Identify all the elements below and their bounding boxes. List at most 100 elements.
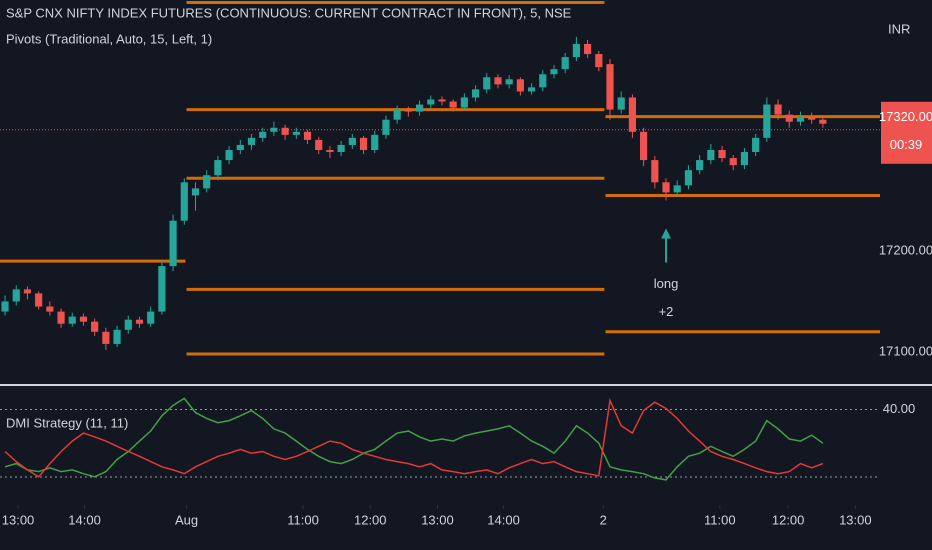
candle-body — [528, 87, 536, 92]
candle-body — [628, 97, 636, 132]
price-box — [881, 101, 932, 164]
signal-qty: +2 — [659, 304, 674, 319]
candle-body — [225, 149, 233, 161]
candle-body — [382, 119, 390, 135]
candle-body — [796, 117, 805, 122]
candle-body — [12, 289, 20, 302]
dmi-line — [4, 397, 824, 478]
candle-body — [124, 319, 132, 330]
x-tick-label: Aug — [175, 512, 198, 527]
candle-body — [763, 104, 771, 138]
candle-body — [46, 306, 54, 312]
x-tick-label: 11:00 — [704, 512, 736, 527]
candle-body — [91, 321, 99, 332]
chart-title: S&P CNX NIFTY INDEX FUTURES (CONTINUOUS:… — [6, 5, 572, 20]
candle-body — [214, 160, 222, 176]
candle-body — [561, 57, 569, 70]
candle-body — [494, 77, 502, 85]
candle-body — [505, 79, 513, 85]
candle-body — [147, 311, 155, 324]
candle-body — [57, 311, 65, 324]
indicator-label: Pivots (Traditional, Auto, 15, Left, 1) — [6, 31, 212, 46]
candle-body — [23, 289, 32, 294]
candle-body — [471, 89, 480, 98]
candle-body — [102, 331, 110, 344]
x-tick-label: 13:00 — [839, 512, 872, 527]
candle-body — [326, 149, 334, 153]
x-tick-label: 12:00 — [354, 512, 387, 527]
x-tick-label: 12:00 — [772, 512, 805, 527]
candle-body — [359, 137, 368, 150]
signal-label: long — [654, 276, 679, 291]
candle-body — [191, 188, 200, 196]
candle-body — [707, 149, 715, 161]
candle-body — [785, 114, 793, 122]
candle-body — [729, 158, 737, 166]
candle-body — [584, 43, 592, 55]
y-tick-label: 17100.00 — [879, 343, 932, 358]
candle-body — [718, 149, 726, 159]
candle-body — [135, 319, 144, 324]
candle-body — [662, 182, 670, 193]
candle-body — [35, 293, 43, 307]
candle-body — [203, 175, 211, 189]
dmi-tick-label: 40.00 — [883, 401, 916, 416]
dmi-title: DMI Strategy (11, 11) — [6, 415, 128, 430]
candle-body — [438, 99, 446, 102]
candle-body — [169, 220, 177, 267]
candle-body — [539, 74, 547, 88]
candle-body — [404, 109, 412, 112]
candle-body — [595, 54, 603, 68]
dmi-line — [4, 397, 824, 481]
candle-body — [259, 131, 267, 138]
x-tick-label: 13:00 — [421, 512, 454, 527]
candle-body — [740, 152, 749, 166]
candle-body — [684, 170, 693, 186]
candle-body — [1, 301, 9, 312]
candle-body — [516, 79, 524, 92]
candle-body — [303, 131, 312, 140]
x-tick-label: 13:00 — [2, 512, 35, 527]
candle-body — [819, 119, 827, 124]
candle-body — [808, 117, 816, 120]
candle-body — [236, 144, 244, 150]
candle-body — [617, 97, 625, 110]
candle-body — [572, 43, 580, 58]
candle-body — [113, 329, 121, 344]
candle-body — [270, 127, 278, 132]
countdown: 00:39 — [890, 137, 923, 152]
x-tick-label: 14:00 — [487, 512, 520, 527]
candle-body — [460, 97, 468, 108]
candle-body — [415, 104, 424, 112]
candle-body — [696, 160, 704, 171]
candle-body — [371, 134, 379, 150]
candle-body — [79, 316, 88, 322]
candle-body — [348, 137, 356, 145]
candle-body — [393, 109, 401, 120]
signal-arrowhead — [661, 228, 672, 239]
candle-body — [774, 104, 782, 115]
candle-body — [449, 101, 457, 108]
candle-body — [550, 69, 558, 75]
candle-body — [752, 137, 760, 153]
candle-body — [640, 131, 648, 161]
candle-body — [180, 182, 188, 221]
x-tick-label: 11:00 — [287, 512, 319, 527]
candle-body — [315, 139, 323, 150]
candle-body — [427, 99, 435, 105]
candle-body — [281, 127, 289, 135]
y-tick-label: 17200.00 — [879, 242, 932, 257]
currency: INR — [888, 21, 910, 36]
candle-body — [158, 266, 166, 312]
candle-body — [483, 77, 491, 90]
candle-body — [606, 64, 614, 110]
x-tick-label: 14:00 — [68, 512, 101, 527]
x-tick-label: 2 — [600, 512, 607, 527]
candle-body — [68, 316, 76, 324]
candle-body — [292, 131, 300, 135]
candle-body — [651, 160, 659, 183]
candle-body — [673, 185, 681, 193]
candle-body — [247, 137, 256, 145]
